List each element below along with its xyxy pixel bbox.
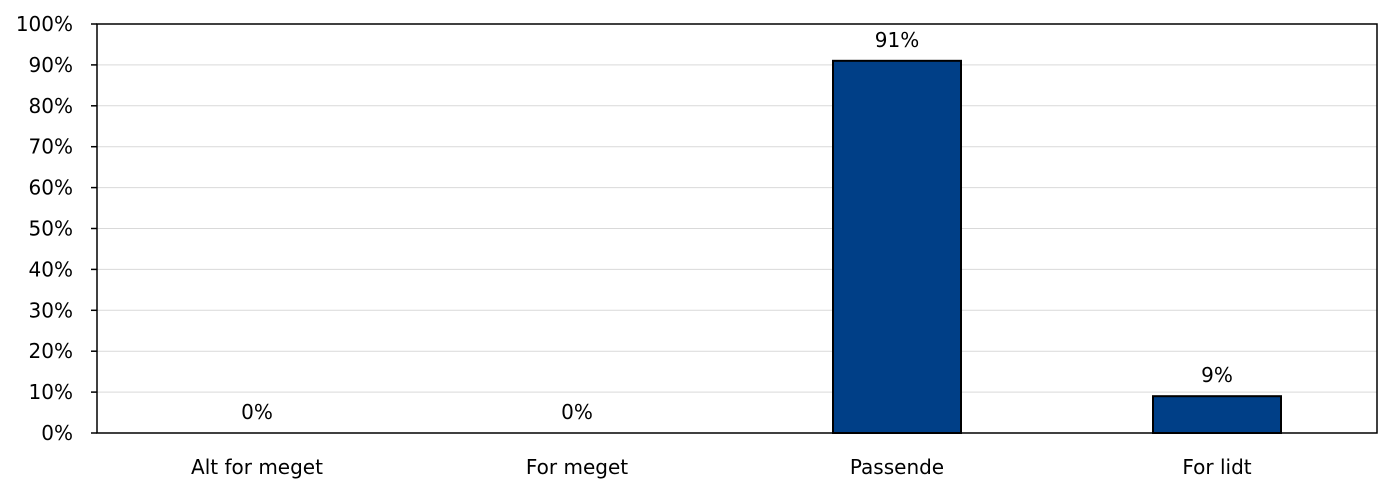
data-label: 0%: [561, 400, 593, 424]
y-tick-label: 50%: [29, 217, 73, 241]
y-tick-label: 100%: [16, 12, 73, 36]
y-tick-label: 70%: [29, 135, 73, 159]
y-tick-label: 30%: [29, 298, 73, 322]
y-tick-label: 60%: [29, 176, 73, 200]
data-label: 91%: [875, 28, 919, 52]
bars: [832, 59, 1282, 435]
y-tick-label: 20%: [29, 339, 73, 363]
y-tick-label: 0%: [41, 421, 73, 445]
data-label: 9%: [1201, 363, 1233, 387]
y-tick-label: 80%: [29, 94, 73, 118]
y-tick-label: 10%: [29, 380, 73, 404]
x-tick-label: Alt for meget: [191, 455, 323, 479]
y-tick-label: 40%: [29, 257, 73, 281]
bar-for-lidt: [1152, 395, 1282, 435]
data-labels: 0% 0% 91% 9%: [241, 28, 1233, 424]
data-label: 0%: [241, 400, 273, 424]
y-tick-label: 90%: [29, 53, 73, 77]
x-tick-label: For lidt: [1182, 455, 1251, 479]
x-axis-ticks: Alt for meget For meget Passende For lidt: [191, 455, 1252, 479]
gridlines: [97, 64, 1377, 393]
x-tick-label: For meget: [526, 455, 628, 479]
y-axis-ticks: 0% 10% 20% 30% 40% 50% 60% 70% 80% 90% 100%: [16, 12, 97, 445]
bar-passende: [832, 59, 962, 435]
x-tick-label: Passende: [850, 455, 944, 479]
